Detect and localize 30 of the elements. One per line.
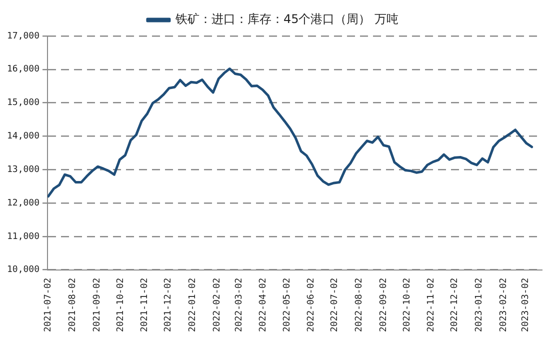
x-tick-label: 2021-12-02 (164, 278, 174, 332)
x-tick-label: 2023-03-02 (520, 278, 531, 332)
legend-label: 铁矿：进口：库存：45个港口（周） 万吨 (174, 12, 399, 26)
y-tick-label: 13,000 (6, 164, 40, 175)
y-tick-label: 10,000 (6, 265, 40, 276)
x-tick-label: 2021-11-02 (140, 278, 150, 332)
x-tick-label: 2021-10-02 (116, 278, 126, 332)
x-tick-label: 2021-08-02 (68, 278, 78, 332)
x-tick-label: 2021-09-02 (92, 278, 102, 332)
x-tick-label: 2022-10-02 (402, 278, 412, 332)
y-tick-label: 17,000 (6, 31, 40, 42)
y-tick-label: 15,000 (6, 98, 40, 108)
x-tick-label: 2022-04-02 (258, 278, 269, 332)
y-tick-label: 12,000 (6, 198, 40, 208)
x-tick-label: 2022-05-02 (282, 278, 292, 332)
x-tick-label: 2022-06-02 (306, 278, 317, 332)
x-tick-label: 2022-08-02 (354, 278, 364, 332)
y-tick-label: 16,000 (6, 64, 40, 75)
x-tick-label: 2023-02-02 (498, 278, 509, 332)
x-tick-label: 2022-12-02 (450, 278, 460, 332)
x-tick-label: 2022-02-02 (212, 278, 222, 332)
x-tick-label: 2021-07-02 (44, 278, 54, 332)
y-tick-label: 14,000 (6, 132, 40, 142)
x-tick-label: 2022-11-02 (426, 278, 437, 332)
x-tick-label: 2022-09-02 (378, 278, 389, 332)
x-tick-label: 2022-03-02 (234, 278, 244, 332)
y-tick-label: 11,000 (6, 232, 40, 242)
x-tick-label: 2022-07-02 (330, 278, 340, 332)
x-tick-label: 2022-01-02 (188, 278, 198, 332)
x-tick-label: 2023-01-02 (474, 278, 485, 332)
